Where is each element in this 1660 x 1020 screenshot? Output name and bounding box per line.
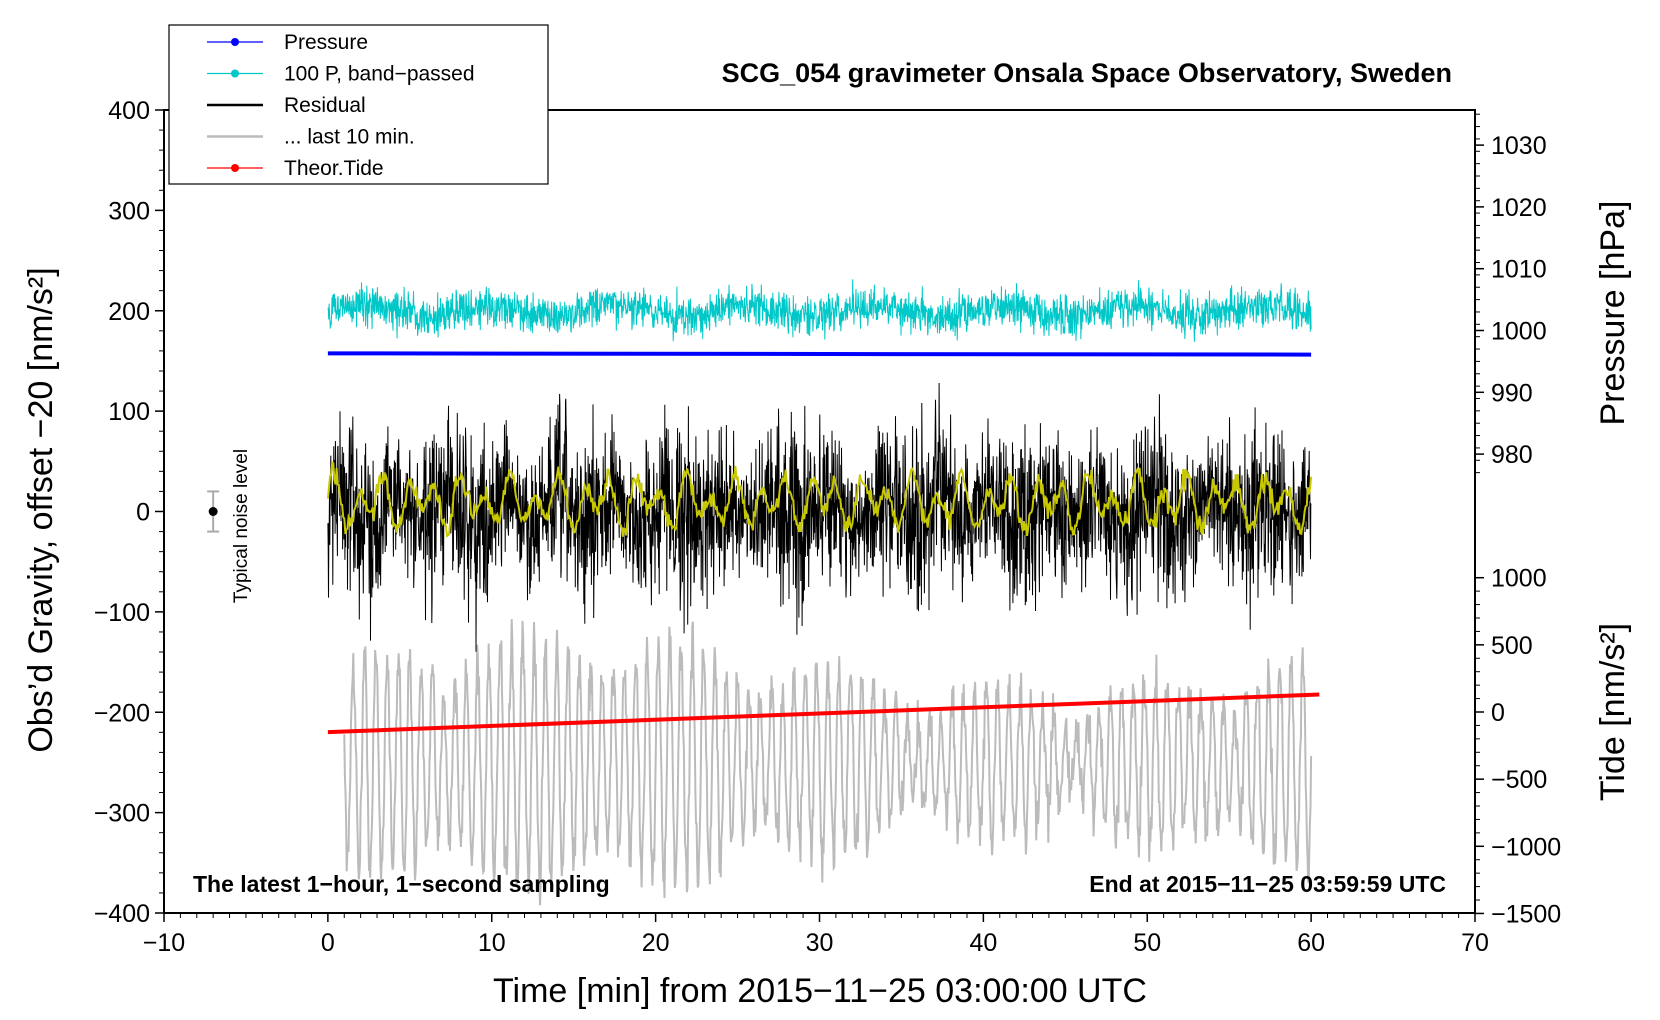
y-left-tick-label: −200 <box>94 699 150 727</box>
y-axis-title-left: Obs’d Gravity, offset −20 [nm/s²] <box>22 267 60 752</box>
y-axis-title-tide: Tide [nm/s²] <box>1594 623 1632 801</box>
y-left-tick-label: 200 <box>108 298 150 326</box>
legend-label: Pressure <box>284 31 368 54</box>
y-left-tick-label: 0 <box>136 499 150 527</box>
y-tide-tick-label: 0 <box>1491 699 1505 727</box>
y-pressure-tick-label: 1010 <box>1491 256 1547 284</box>
x-tick-label: 40 <box>969 929 997 957</box>
y-pressure-tick-label: 990 <box>1491 379 1533 407</box>
legend-marker <box>231 164 239 172</box>
legend-marker <box>231 38 239 46</box>
legend-label: ... last 10 min. <box>284 126 415 149</box>
x-tick-label: 20 <box>642 929 670 957</box>
x-tick-label: 70 <box>1461 929 1489 957</box>
series-last-10-min <box>343 619 1313 906</box>
y-left-tick-label: 400 <box>108 97 150 125</box>
axes-layer: −10 0 10 20 30 40 50 60 704003002001000−100−200−… <box>94 97 1562 957</box>
y-tide-tick-label: −500 <box>1491 766 1547 794</box>
y-left-tick-label: −100 <box>94 599 150 627</box>
series-layer <box>326 279 1320 906</box>
x-tick-label: 30 <box>806 929 834 957</box>
y-left-tick-label: −400 <box>94 900 150 928</box>
y-pressure-tick-label: 1030 <box>1491 132 1547 160</box>
series-theor-tide <box>327 692 1320 735</box>
x-tick-label: 60 <box>1297 929 1325 957</box>
series-band-passed-pressure <box>327 279 1312 342</box>
y-tide-tick-label: 500 <box>1491 632 1533 660</box>
y-pressure-tick-label: 980 <box>1491 441 1533 469</box>
y-axis-title-pressure: Pressure [hPa] <box>1594 201 1632 426</box>
legend: Pressure 100 P, band−passed Residual ... la… <box>168 24 549 185</box>
noise-indicator <box>207 490 220 533</box>
x-tick-label: 50 <box>1133 929 1161 957</box>
y-left-tick-label: 300 <box>108 197 150 225</box>
y-pressure-tick-label: 1000 <box>1491 318 1547 346</box>
noise-level-label: Typical noise level <box>231 449 252 603</box>
legend-label: Residual <box>284 94 366 117</box>
y-tide-tick-label: 1000 <box>1491 565 1547 593</box>
legend-label: Theor.Tide <box>284 157 384 180</box>
noise-point <box>208 507 218 516</box>
chart-title: SCG_054 gravimeter Onsala Space Observat… <box>722 58 1452 88</box>
x-tick-label: 10 <box>478 929 506 957</box>
legend-marker <box>231 69 239 78</box>
x-tick-label: 0 <box>321 929 335 957</box>
annotation-sampling: The latest 1−hour, 1−second sampling <box>193 871 610 897</box>
annotation-end-time: End at 2015−11−25 03:59:59 UTC <box>1089 871 1446 897</box>
series-residual <box>327 382 1312 652</box>
y-left-tick-label: 100 <box>108 398 150 426</box>
x-tick-label: −10 <box>143 929 185 957</box>
y-tide-tick-label: −1500 <box>1491 900 1561 928</box>
legend-label: 100 P, band−passed <box>284 63 475 86</box>
y-left-tick-label: −300 <box>94 800 150 828</box>
x-axis-title: Time [min] from 2015−11−25 03:00:00 UTC <box>493 972 1147 1010</box>
y-tide-tick-label: −1000 <box>1491 833 1561 861</box>
series-pressure <box>327 351 1312 357</box>
series-residual-smoothed <box>326 460 1313 538</box>
y-pressure-tick-label: 1020 <box>1491 194 1547 222</box>
